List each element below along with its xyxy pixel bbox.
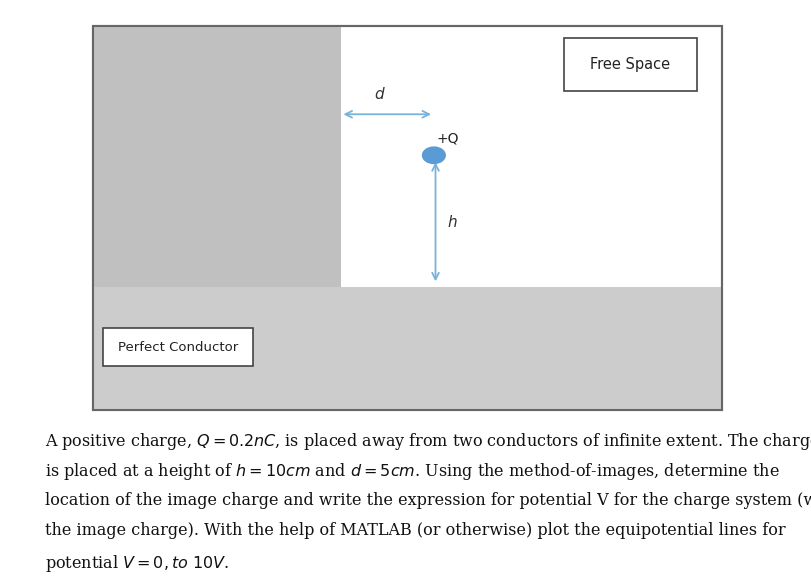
Bar: [564, 38, 697, 91]
Bar: [103, 328, 253, 366]
Text: Perfect Conductor: Perfect Conductor: [118, 340, 238, 354]
Bar: [93, 26, 722, 410]
Text: potential $V = 0, to$ $10V$.: potential $V = 0, to$ $10V$.: [45, 553, 229, 574]
Text: Free Space: Free Space: [590, 57, 671, 72]
Text: d: d: [375, 87, 384, 103]
Text: is placed at a height of $h = 10cm$ and $d = 5cm$. Using the method-of-images, d: is placed at a height of $h = 10cm$ and …: [45, 461, 779, 482]
Bar: [93, 287, 722, 410]
Text: h: h: [448, 215, 457, 230]
Text: the image charge). With the help of MATLAB (or otherwise) plot the equipotential: the image charge). With the help of MATL…: [45, 522, 785, 539]
Bar: [93, 26, 722, 410]
Text: A positive charge, $Q = 0.2nC$, is placed away from two conductors of infinite e: A positive charge, $Q = 0.2nC$, is place…: [45, 431, 811, 452]
Text: location of the image charge and write the expression for potential V for the ch: location of the image charge and write t…: [45, 492, 811, 509]
Text: +Q: +Q: [436, 132, 459, 146]
Bar: [93, 26, 341, 290]
Circle shape: [423, 147, 445, 163]
